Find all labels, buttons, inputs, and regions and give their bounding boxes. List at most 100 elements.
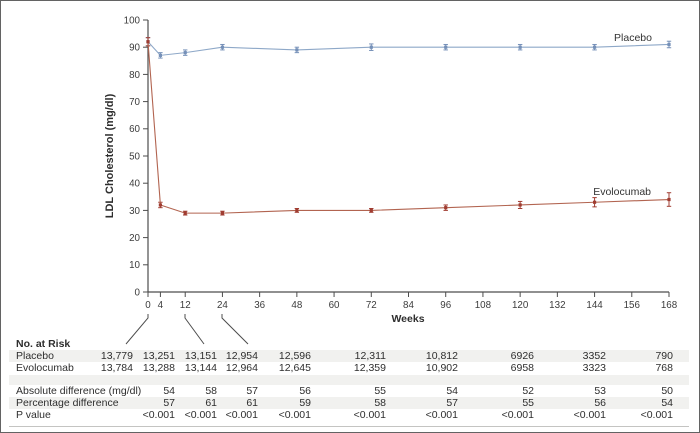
y-tick-label: 80 — [129, 70, 140, 81]
table-cell: 13,251 — [142, 349, 175, 362]
row-label-placebo: Placebo — [16, 349, 54, 362]
table-cell: <0.001 — [425, 409, 458, 421]
data-point-marker — [444, 45, 448, 49]
series-evolocumab: Evolocumab — [145, 37, 672, 216]
table-cell: 57 — [246, 385, 258, 397]
table-cell: 57 — [446, 397, 458, 409]
y-axis-title: LDL Cholesterol (mg/dl) — [104, 93, 116, 218]
series-line — [147, 41, 670, 56]
table-cell: 59 — [299, 397, 311, 409]
row-label-absolute-difference: Absolute difference (mg/dl) — [16, 385, 142, 397]
data-point-marker — [592, 45, 597, 49]
data-point-marker — [369, 208, 373, 212]
table-cell: 13,144 — [184, 362, 217, 374]
table-row-p-value: P value <0.001 <0.001 <0.001 <0.001 <0.001 <0… — [9, 409, 689, 421]
table-cell: 10,812 — [425, 349, 458, 362]
table-cell: 13,288 — [142, 362, 175, 374]
table-row-evolocumab: Evolocumab 13,784 13,288 13,144 12,964 12,64… — [9, 362, 689, 375]
table-cell: 61 — [246, 397, 258, 409]
x-tick-label: 120 — [512, 300, 529, 311]
table-header-row: No. at Risk — [9, 338, 689, 351]
risk-table-callout-line — [184, 314, 205, 345]
table-row-placebo: Placebo 13,779 13,251 13,151 12,954 12,596 12… — [9, 349, 689, 362]
x-tick-label: 0 — [145, 300, 151, 311]
data-point-marker — [183, 211, 187, 215]
series-label-placebo: Placebo — [614, 32, 652, 44]
x-axis-title: Weeks — [391, 313, 424, 325]
table-cell: 12,596 — [278, 349, 311, 362]
table-cell: 13,779 — [100, 349, 133, 362]
x-tick-label: 24 — [217, 300, 228, 311]
table-cell: 12,964 — [225, 362, 258, 374]
data-point-marker — [220, 211, 225, 215]
table-cell: 3352 — [582, 349, 606, 362]
series-placebo: Placebo — [145, 32, 672, 59]
x-tick-label: 12 — [180, 300, 191, 311]
y-tick-label: 0 — [135, 287, 141, 298]
data-point-marker — [158, 53, 163, 57]
table-cell: 52 — [522, 385, 534, 397]
table-row-percentage-difference: Percentage difference 57 61 61 59 58 57 55 56 54 — [9, 397, 689, 409]
table-cell: 6926 — [510, 349, 534, 362]
table-cell: <0.001 — [142, 409, 175, 421]
x-tick-label: 4 — [158, 300, 164, 311]
data-point-marker — [183, 51, 187, 55]
table-cell: 50 — [661, 385, 673, 397]
table-cell: <0.001 — [225, 409, 258, 421]
table-cell: <0.001 — [573, 409, 606, 421]
table-cell: 54 — [446, 385, 458, 397]
table-cell: 58 — [374, 397, 386, 409]
data-point-marker — [667, 197, 671, 202]
table-cell: 55 — [374, 385, 386, 397]
row-label-evolocumab: Evolocumab — [16, 362, 74, 374]
x-tick-label: 156 — [624, 300, 641, 311]
table-cell: 56 — [299, 385, 311, 397]
x-tick-label: 36 — [254, 300, 265, 311]
y-tick-label: 60 — [129, 124, 140, 135]
y-tick-label: 30 — [129, 206, 140, 217]
table-cell: <0.001 — [278, 409, 311, 421]
table-cell: <0.001 — [640, 409, 673, 421]
y-tick-label: 70 — [129, 97, 140, 108]
risk-table-callout-line — [221, 314, 249, 345]
data-point-marker — [518, 45, 522, 49]
table-cell: <0.001 — [353, 409, 386, 421]
y-tick-label: 100 — [124, 15, 141, 26]
table-cell: 56 — [594, 397, 606, 409]
table-cell: 768 — [655, 362, 673, 374]
data-point-marker — [592, 200, 597, 204]
table-cell: 55 — [522, 397, 534, 409]
table-cell: 54 — [163, 385, 175, 397]
y-tick-label: 50 — [129, 151, 140, 162]
y-tick-label: 90 — [129, 43, 140, 54]
row-label-p-value: P value — [16, 409, 51, 421]
x-tick-label: 48 — [291, 300, 302, 311]
data-point-marker — [518, 203, 522, 207]
table-cell: 61 — [205, 397, 217, 409]
table-cell: 12,954 — [225, 349, 258, 362]
table-cell: 6958 — [510, 362, 534, 374]
table-cell: 54 — [661, 397, 673, 409]
series-line — [147, 41, 670, 214]
table-cell: <0.001 — [501, 409, 534, 421]
table-bottom-rule — [9, 426, 689, 427]
x-tick-label: 72 — [366, 300, 377, 311]
table-cell: 57 — [163, 397, 175, 409]
data-point-marker — [220, 45, 225, 49]
row-label-percentage-difference: Percentage difference — [16, 397, 119, 409]
table-cell: 58 — [205, 385, 217, 397]
table-cell: 3323 — [582, 362, 606, 374]
x-tick-label: 144 — [586, 300, 603, 311]
x-tick-label: 84 — [403, 300, 414, 311]
x-tick-label: 96 — [440, 300, 451, 311]
data-point-marker — [146, 40, 150, 44]
x-tick-label: 108 — [475, 300, 492, 311]
data-point-marker — [295, 48, 299, 52]
table-cell: 12,359 — [353, 362, 386, 374]
table-cell: 790 — [655, 349, 673, 362]
table-cell: 12,311 — [354, 349, 386, 362]
data-point-marker — [369, 45, 373, 49]
risk-table-callout-line — [125, 314, 149, 345]
